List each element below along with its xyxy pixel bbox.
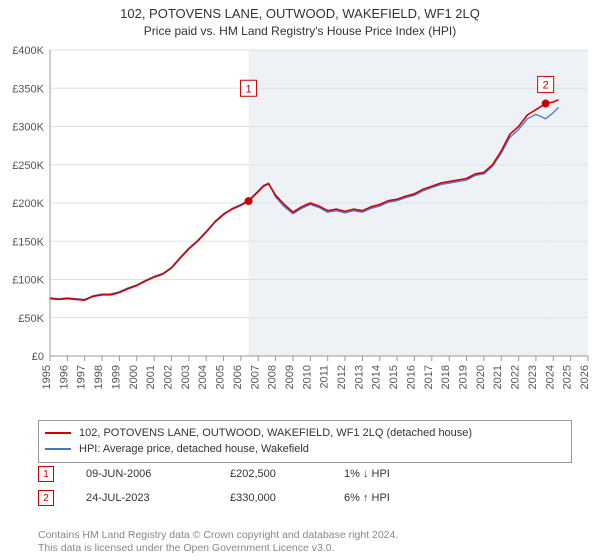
chart-titles: 102, POTOVENS LANE, OUTWOOD, WAKEFIELD, … — [0, 0, 600, 38]
svg-text:1: 1 — [245, 83, 251, 95]
svg-text:2014: 2014 — [371, 365, 383, 389]
svg-text:2015: 2015 — [388, 365, 400, 389]
sale-diff-2: 6% ↑ HPI — [344, 492, 504, 504]
footer-line-2: This data is licensed under the Open Gov… — [38, 542, 578, 555]
title-sub: Price paid vs. HM Land Registry's House … — [0, 24, 600, 38]
svg-text:2006: 2006 — [232, 365, 244, 389]
svg-text:2011: 2011 — [319, 365, 331, 389]
sale-row-1: 1 09-JUN-2006 £202,500 1% ↓ HPI — [38, 466, 578, 482]
svg-text:2000: 2000 — [128, 365, 140, 389]
sale-row-2: 2 24-JUL-2023 £330,000 6% ↑ HPI — [38, 490, 578, 506]
sale-marker-1: 1 — [38, 466, 54, 482]
svg-text:2017: 2017 — [423, 365, 435, 389]
price-chart-svg: £0 £50K £100K £150K £200K £250K £300K £350K £400… — [0, 44, 600, 414]
legend-swatch — [45, 448, 71, 450]
svg-text:£300K: £300K — [12, 122, 44, 134]
legend-box: 102, POTOVENS LANE, OUTWOOD, WAKEFIELD, … — [38, 420, 572, 463]
sale-price-2: £330,000 — [230, 492, 340, 504]
svg-text:2021: 2021 — [492, 365, 504, 389]
svg-text:2022: 2022 — [510, 365, 522, 389]
sale-date-1: 09-JUN-2006 — [86, 468, 226, 480]
svg-text:2023: 2023 — [527, 365, 539, 389]
sale-marker-2: 2 — [38, 490, 54, 506]
title-main: 102, POTOVENS LANE, OUTWOOD, WAKEFIELD, … — [0, 6, 600, 21]
svg-text:2018: 2018 — [440, 365, 452, 389]
sale-date-2: 24-JUL-2023 — [86, 492, 226, 504]
svg-text:2020: 2020 — [475, 365, 487, 389]
svg-text:2026: 2026 — [579, 365, 591, 389]
svg-text:2003: 2003 — [180, 365, 192, 389]
svg-text:2013: 2013 — [353, 365, 365, 389]
svg-text:£250K: £250K — [12, 160, 44, 172]
svg-text:2024: 2024 — [544, 365, 556, 389]
footer: Contains HM Land Registry data © Crown c… — [38, 529, 578, 555]
svg-text:2005: 2005 — [215, 365, 227, 389]
sale-price-1: £202,500 — [230, 468, 340, 480]
svg-text:2007: 2007 — [249, 365, 261, 389]
chart-area: £0 £50K £100K £150K £200K £250K £300K £350K £400… — [0, 44, 600, 414]
svg-text:2025: 2025 — [562, 365, 574, 389]
svg-text:£400K: £400K — [12, 45, 44, 57]
svg-text:1999: 1999 — [110, 365, 122, 389]
svg-text:1996: 1996 — [58, 365, 70, 389]
svg-text:2010: 2010 — [301, 365, 313, 389]
svg-text:2004: 2004 — [197, 365, 209, 389]
svg-text:2001: 2001 — [145, 365, 157, 389]
svg-text:2019: 2019 — [458, 365, 470, 389]
svg-text:2009: 2009 — [284, 365, 296, 389]
legend-text: 102, POTOVENS LANE, OUTWOOD, WAKEFIELD, … — [79, 425, 472, 441]
legend-row: HPI: Average price, detached house, Wake… — [45, 441, 565, 457]
legend-text: HPI: Average price, detached house, Wake… — [79, 441, 309, 457]
svg-text:2: 2 — [543, 79, 549, 91]
svg-text:2002: 2002 — [162, 365, 174, 389]
svg-text:£200K: £200K — [12, 198, 44, 210]
footer-line-1: Contains HM Land Registry data © Crown c… — [38, 529, 578, 542]
svg-text:£100K: £100K — [12, 275, 44, 287]
svg-text:2008: 2008 — [267, 365, 279, 389]
svg-text:£350K: £350K — [12, 83, 44, 95]
svg-text:2012: 2012 — [336, 365, 348, 389]
sale-diff-1: 1% ↓ HPI — [344, 468, 504, 480]
svg-text:2016: 2016 — [405, 365, 417, 389]
legend-swatch — [45, 432, 71, 434]
svg-text:£50K: £50K — [18, 313, 44, 325]
legend-row: 102, POTOVENS LANE, OUTWOOD, WAKEFIELD, … — [45, 425, 565, 441]
svg-text:1998: 1998 — [93, 365, 105, 389]
svg-text:£150K: £150K — [12, 236, 44, 248]
svg-text:1997: 1997 — [76, 365, 88, 389]
svg-text:£0: £0 — [32, 351, 44, 363]
svg-text:1995: 1995 — [41, 365, 53, 389]
